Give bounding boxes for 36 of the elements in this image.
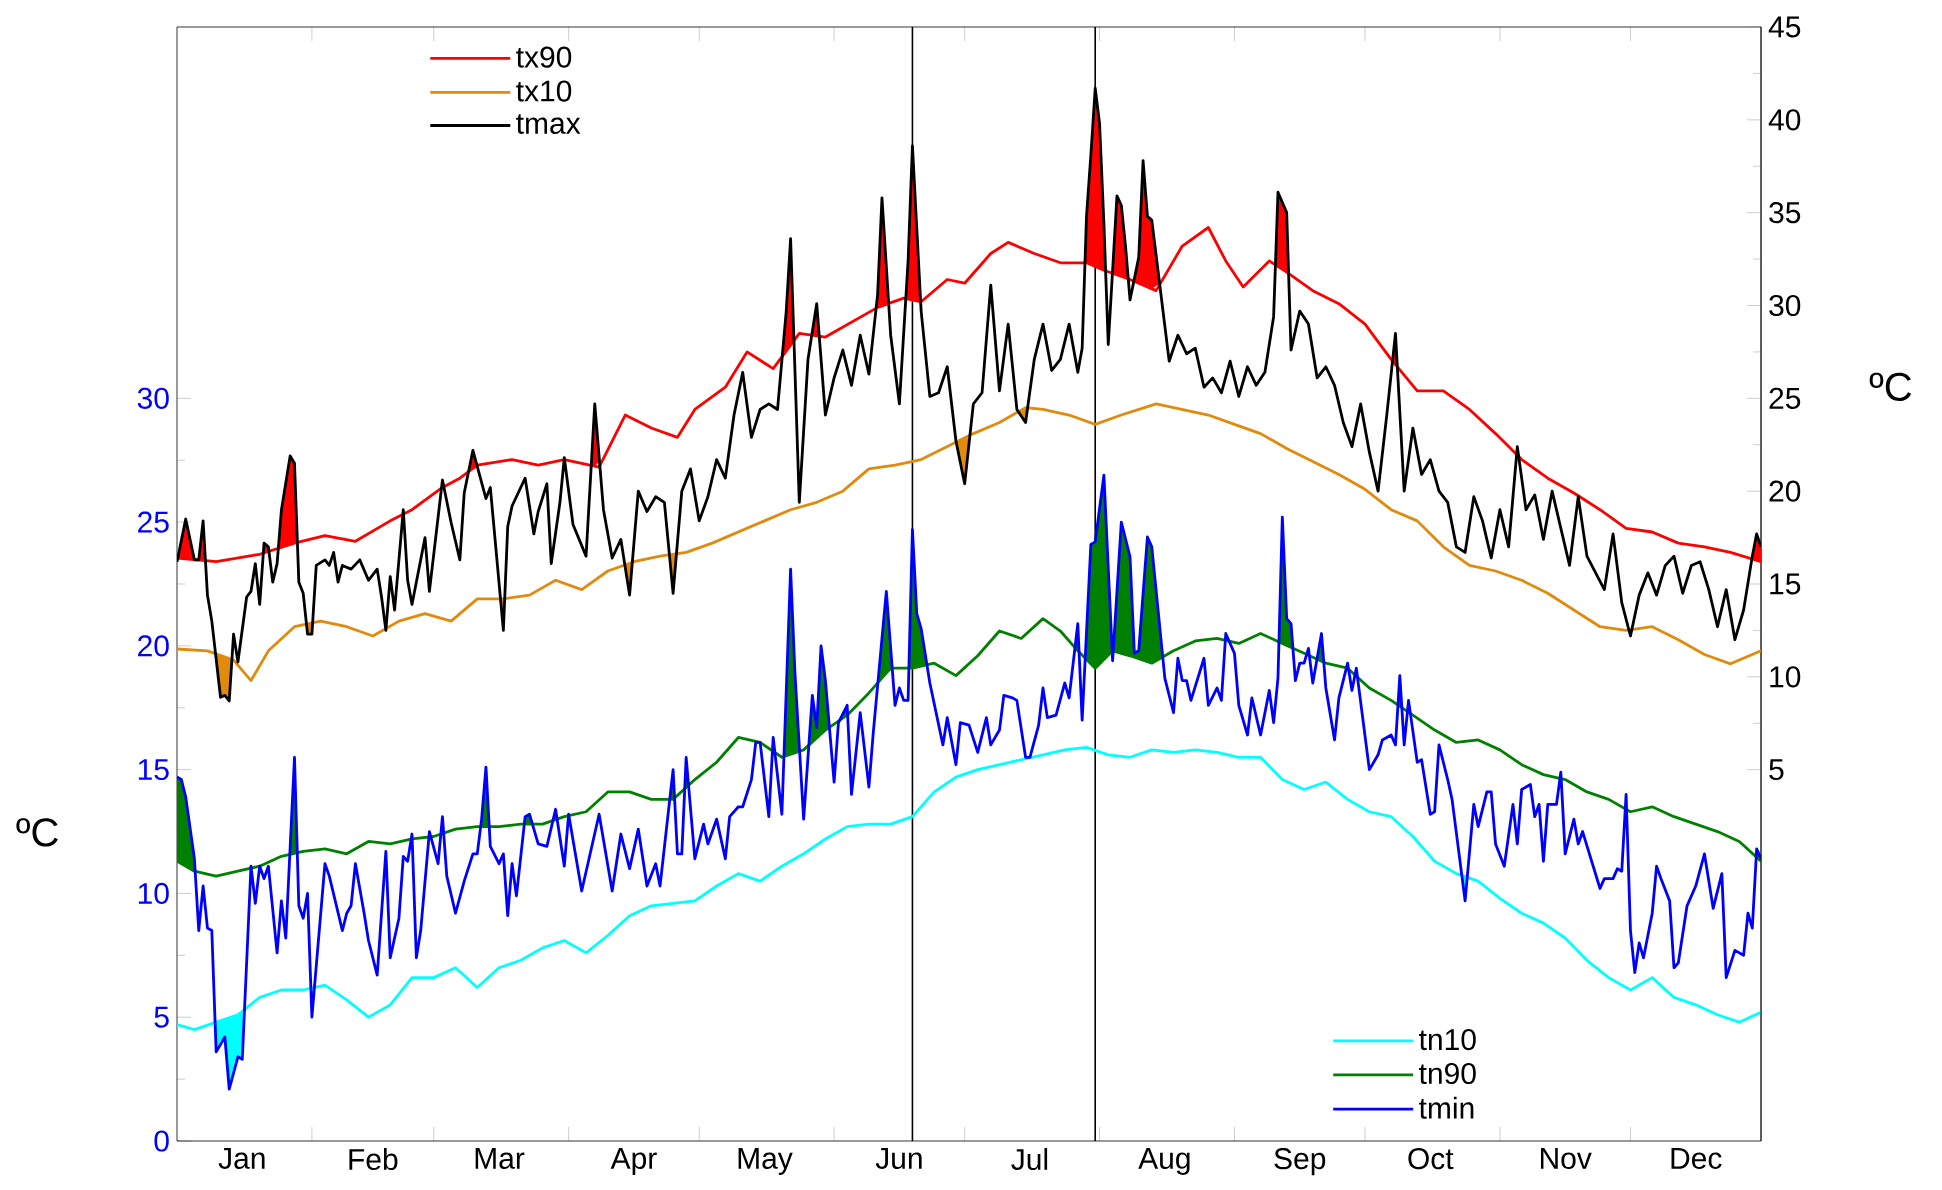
x-tick-label: Sep xyxy=(1274,1148,1326,1176)
y-tick-label: 15 xyxy=(138,759,169,781)
y2-tick-label: 25 xyxy=(1769,387,1801,409)
legend-label: tn10 xyxy=(1419,1028,1476,1051)
x-tick-label: Feb xyxy=(349,1148,398,1171)
y2-tick-label: 40 xyxy=(1768,109,1801,131)
y-tick-label: 0 xyxy=(154,1130,169,1152)
y-tick-label: 25 xyxy=(138,511,169,533)
y2-tick-label: 10 xyxy=(1770,666,1801,688)
y2-tick-label: 15 xyxy=(1770,573,1801,595)
y-axis-title: ºC xyxy=(16,818,58,847)
x-tick-label: Jan xyxy=(218,1148,265,1169)
x-tick-label: Oct xyxy=(1408,1148,1454,1170)
y-tick-label: 5 xyxy=(154,1006,169,1028)
y2-axis-title: ºC xyxy=(1869,372,1912,402)
x-tick-label: Dec xyxy=(1671,1148,1722,1169)
x-tick-label: Mar xyxy=(475,1148,525,1169)
y-tick-label: 10 xyxy=(138,882,169,905)
y-tick-label: 30 xyxy=(137,387,169,409)
y2-tick-label: 5 xyxy=(1769,759,1784,781)
legend-label: tx90 xyxy=(516,46,572,68)
y-tick-label: 20 xyxy=(138,635,169,657)
legend-label: tx10 xyxy=(516,80,572,102)
legend-label: tmin xyxy=(1419,1096,1474,1119)
x-tick-label: Aug xyxy=(1138,1148,1190,1175)
x-tick-label: Apr xyxy=(610,1148,657,1175)
y2-tick-label: 35 xyxy=(1769,202,1801,224)
x-tick-label: May xyxy=(738,1148,793,1175)
x-tick-label: Nov xyxy=(1540,1148,1592,1169)
legend-label: tmax xyxy=(516,114,581,134)
x-tick-label: Jul xyxy=(1011,1148,1048,1171)
x-tick-label: Jun xyxy=(875,1148,922,1169)
y2-tick-label: 20 xyxy=(1769,480,1801,502)
y2-tick-label: 45 xyxy=(1768,16,1801,38)
legend-label: tn90 xyxy=(1419,1062,1476,1085)
y2-tick-label: 30 xyxy=(1769,294,1801,317)
